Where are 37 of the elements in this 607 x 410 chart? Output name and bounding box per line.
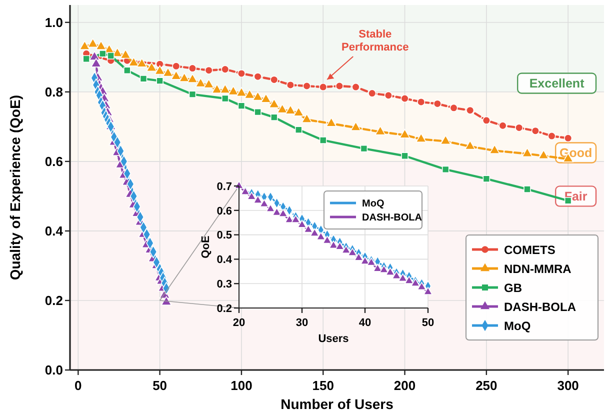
- y-axis-title: Quality of Experience (QoE): [7, 94, 23, 280]
- x-tick-label: 300: [557, 378, 579, 393]
- x-tick-label: 50: [422, 317, 434, 329]
- x-tick-label: 30: [296, 317, 308, 329]
- legend-label: COMETS: [504, 242, 556, 257]
- y-tick-label: 0.6: [216, 205, 232, 218]
- x-axis-title: Users: [318, 333, 349, 345]
- y-tick-label: 0.4: [44, 224, 64, 238]
- x-tick-label: 250: [476, 378, 498, 393]
- y-tick-label: 0.8: [44, 84, 63, 100]
- legend-label: MoQ: [504, 318, 531, 333]
- x-tick-label: 100: [230, 378, 252, 393]
- x-tick-label: 200: [394, 378, 416, 393]
- x-tick-label: 150: [312, 378, 334, 393]
- y-tick-label: 0.3: [216, 278, 232, 290]
- legend-label: NDN-MMRA: [504, 262, 572, 276]
- y-tick-label: 0.4: [216, 254, 233, 266]
- y-tick-label: 0.7: [216, 180, 232, 193]
- legend-label: MoQ: [362, 198, 384, 210]
- y-tick-label: 0.5: [216, 230, 232, 242]
- x-tick-label: 40: [358, 317, 372, 329]
- x-axis-title: Number of Users: [280, 396, 394, 410]
- y-tick-label: 0.6: [44, 154, 63, 169]
- y-axis-title: QoE: [200, 236, 212, 258]
- band-label: Good: [559, 146, 592, 160]
- x-tick-label: 20: [232, 317, 246, 329]
- band-label: Excellent: [529, 76, 586, 91]
- legend-label: DASH-BOLA: [504, 300, 576, 314]
- annotation: Stable Performance: [341, 28, 409, 54]
- x-tick-label: 0: [74, 378, 82, 393]
- y-tick-label: 0.0: [44, 362, 63, 378]
- y-tick-label: 0.2: [216, 302, 232, 315]
- legend-label: DASH-BOLA: [362, 212, 422, 224]
- y-tick-label: 1.0: [44, 14, 63, 30]
- legend-label: GB: [504, 280, 522, 295]
- y-tick-label: 0.2: [44, 293, 63, 308]
- x-tick-label: 50: [152, 378, 168, 393]
